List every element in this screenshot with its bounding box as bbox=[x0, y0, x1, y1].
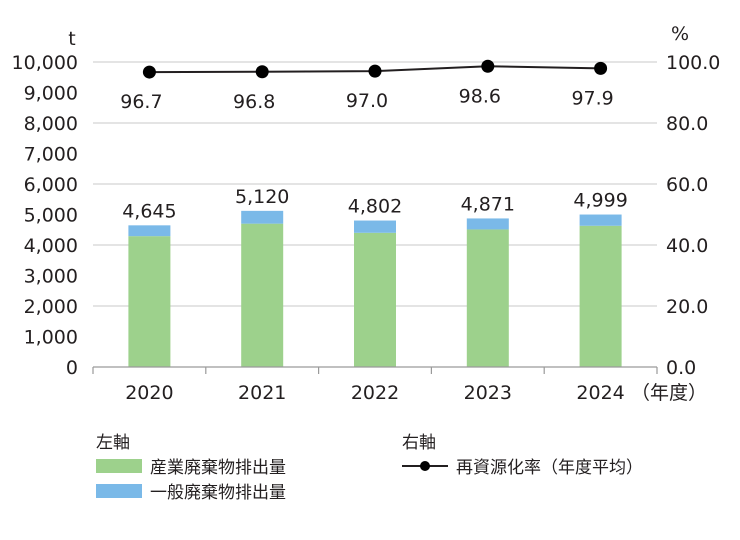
bar-industrial-waste bbox=[128, 236, 171, 367]
x-tick-label: 2021 bbox=[238, 382, 286, 404]
data-labels: 4,645 5,120 4,802 4,871 4,999 96.7 96.8 97.0 98.… bbox=[120, 85, 628, 222]
bar-total-label: 4,645 bbox=[122, 200, 176, 222]
rate-line bbox=[142, 59, 608, 79]
bar-total-label: 4,999 bbox=[573, 190, 627, 212]
bar-total-label: 4,871 bbox=[461, 193, 515, 215]
legend-item-industrial-waste: 産業廃棄物排出量 bbox=[96, 453, 286, 478]
left-tick-label: 7,000 bbox=[24, 144, 78, 166]
rate-point bbox=[481, 59, 495, 73]
left-tick-label: 5,000 bbox=[24, 205, 78, 227]
right-tick-label: 60.0 bbox=[666, 174, 708, 196]
rate-label: 97.9 bbox=[571, 87, 613, 109]
legend-left-title: 左軸 bbox=[96, 433, 130, 453]
legend-swatch-industrial-waste bbox=[96, 458, 142, 473]
right-tick-label: 0.0 bbox=[666, 357, 696, 379]
x-tick-label: 2022 bbox=[351, 382, 399, 404]
bar-general-waste bbox=[128, 225, 171, 237]
bar-general-waste bbox=[354, 220, 396, 233]
axes: 0.0 20.0 40.0 60.0 80.0 100.0 0 1,000 2,000 3,000… bbox=[12, 52, 721, 404]
right-tick-label: 20.0 bbox=[666, 296, 708, 318]
bar-general-waste bbox=[579, 214, 622, 226]
left-tick-label: 1,000 bbox=[24, 327, 78, 349]
bars bbox=[128, 210, 622, 367]
bar-general-waste bbox=[241, 210, 284, 224]
x-axis-unit: （年度） bbox=[631, 382, 707, 404]
bar-industrial-waste bbox=[579, 225, 622, 367]
legend-item-recycling-rate: 再資源化率（年度平均） bbox=[402, 453, 643, 478]
legend-label-recycling-rate: 再資源化率（年度平均） bbox=[456, 458, 643, 478]
legend-label-industrial-waste: 産業廃棄物排出量 bbox=[150, 458, 286, 478]
left-tick-label: 8,000 bbox=[24, 113, 78, 135]
right-tick-label: 40.0 bbox=[666, 235, 708, 257]
legend-swatch-general-waste bbox=[96, 483, 142, 498]
x-tick-label: 2023 bbox=[464, 382, 512, 404]
right-tick-label: 100.0 bbox=[666, 52, 720, 74]
rate-label: 96.8 bbox=[233, 91, 275, 113]
rate-point bbox=[594, 61, 608, 75]
left-tick-label: 6,000 bbox=[24, 174, 78, 196]
bar-total-label: 4,802 bbox=[348, 196, 402, 218]
right-tick-label: 80.0 bbox=[666, 113, 708, 135]
legend-label-general-waste: 一般廃棄物排出量 bbox=[150, 483, 286, 503]
left-tick-label: 9,000 bbox=[24, 83, 78, 105]
bar-industrial-waste bbox=[466, 229, 509, 367]
left-tick-label: 2,000 bbox=[24, 296, 78, 318]
legend-item-general-waste: 一般廃棄物排出量 bbox=[96, 478, 286, 503]
legend-right-title: 右軸 bbox=[402, 433, 436, 453]
gridlines bbox=[93, 61, 657, 307]
rate-label: 98.6 bbox=[459, 85, 501, 107]
rate-point bbox=[142, 65, 156, 79]
left-tick-label: 4,000 bbox=[24, 235, 78, 257]
bar-general-waste bbox=[466, 218, 509, 230]
rate-label: 96.7 bbox=[120, 91, 162, 113]
left-tick-label: 10,000 bbox=[12, 52, 78, 74]
x-tick-label: 2020 bbox=[125, 382, 173, 404]
bar-industrial-waste bbox=[241, 223, 284, 367]
legend-right: 右軸 再資源化率（年度平均） bbox=[402, 428, 643, 478]
left-tick-label: 3,000 bbox=[24, 266, 78, 288]
left-axis-unit: t bbox=[68, 28, 75, 50]
bar-total-label: 5,120 bbox=[235, 186, 289, 208]
legend-swatch-recycling-rate bbox=[402, 459, 448, 473]
left-tick-label: 0 bbox=[66, 357, 78, 379]
legend-left: 左軸 産業廃棄物排出量 一般廃棄物排出量 bbox=[96, 428, 286, 503]
bar-industrial-waste bbox=[354, 232, 396, 367]
x-tick-label: 2024 bbox=[576, 382, 624, 404]
right-axis-unit: % bbox=[671, 23, 689, 45]
rate-label: 97.0 bbox=[346, 90, 388, 112]
rate-point bbox=[255, 65, 269, 79]
rate-point bbox=[368, 64, 382, 78]
